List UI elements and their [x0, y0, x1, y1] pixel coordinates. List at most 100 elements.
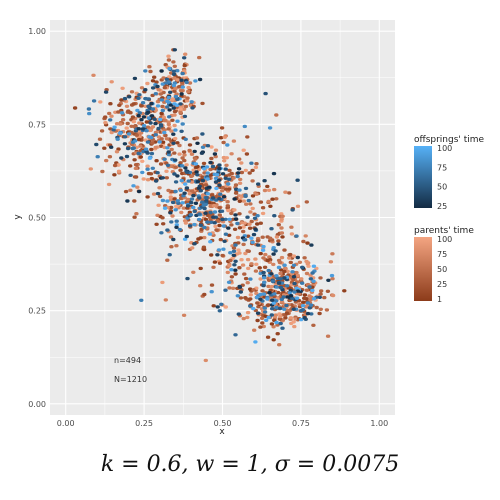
parent-point — [124, 104, 130, 109]
parent-point — [180, 156, 185, 160]
legend-parents-tick: 25 — [437, 280, 447, 289]
parent-point — [224, 163, 229, 167]
parent-point — [279, 300, 285, 304]
offspring-point — [184, 170, 190, 174]
parent-point — [276, 258, 282, 263]
offspring-point — [220, 217, 225, 222]
parent-point — [217, 213, 222, 217]
parent-point — [267, 255, 272, 259]
offspring-point — [143, 88, 148, 92]
y-tick-label: 0.00 — [28, 400, 46, 409]
parent-point — [172, 151, 177, 155]
offspring-point — [146, 116, 152, 120]
parent-point — [244, 202, 249, 206]
parent-point — [223, 187, 229, 191]
offspring-point — [179, 78, 184, 82]
offspring-point — [122, 142, 128, 146]
offspring-point — [292, 281, 297, 286]
offspring-point — [171, 141, 176, 145]
parent-point — [157, 194, 163, 199]
offspring-point — [219, 209, 225, 213]
offspring-point — [125, 146, 131, 151]
parent-point — [141, 177, 146, 181]
parent-point — [183, 221, 188, 225]
parent-point — [125, 121, 130, 126]
parent-point — [163, 298, 168, 302]
offspring-point — [251, 232, 257, 237]
offspring-point — [141, 149, 146, 154]
parent-point — [213, 224, 218, 229]
offspring-point — [253, 340, 258, 344]
offspring-point — [202, 225, 207, 230]
offspring-point — [175, 69, 180, 73]
offspring-point — [145, 140, 151, 144]
offspring-point — [183, 166, 188, 170]
offspring-point — [159, 98, 164, 102]
parent-point — [301, 300, 306, 304]
parent-point — [239, 170, 245, 175]
offspring-point — [147, 156, 153, 160]
parent-point — [266, 284, 271, 289]
offspring-point — [182, 237, 188, 241]
offspring-point — [162, 130, 167, 135]
offspring-point — [295, 255, 300, 260]
offspring-point — [237, 285, 243, 289]
parent-point — [143, 104, 148, 109]
parent-point — [182, 153, 187, 157]
parent-point — [172, 113, 177, 117]
offspring-point — [236, 171, 241, 175]
offspring-point — [248, 304, 253, 308]
offspring-point — [149, 114, 155, 118]
offspring-point — [197, 77, 203, 82]
offspring-point — [262, 310, 268, 314]
offspring-point — [209, 290, 214, 294]
parent-point — [114, 122, 120, 126]
offspring-point — [171, 72, 177, 77]
offspring-point — [108, 118, 113, 122]
legend-offspring-tick: 75 — [437, 163, 447, 172]
offspring-point — [117, 131, 123, 135]
parent-point — [147, 65, 152, 69]
parent-point — [233, 183, 239, 187]
offspring-point — [270, 279, 276, 283]
offspring-point — [300, 265, 305, 269]
parent-point — [241, 225, 246, 229]
offspring-point — [124, 154, 130, 159]
offspring-point — [255, 311, 261, 315]
offspring-point — [258, 292, 263, 297]
parent-point — [211, 203, 217, 208]
parent-point — [148, 69, 153, 74]
parent-point — [217, 261, 223, 265]
offspring-point — [136, 114, 141, 118]
offspring-point — [160, 82, 165, 86]
offspring-point — [182, 114, 188, 119]
offspring-point — [137, 111, 142, 115]
offspring-point — [146, 110, 151, 115]
parent-point — [97, 137, 103, 141]
offspring-point — [284, 303, 289, 308]
offspring-point — [217, 163, 222, 167]
parent-point — [164, 176, 169, 180]
offspring-point — [200, 178, 206, 183]
offspring-point — [195, 180, 200, 184]
offspring-point — [194, 170, 199, 174]
offspring-point — [217, 197, 222, 201]
offspring-point — [201, 203, 206, 207]
offspring-point — [221, 195, 227, 199]
parent-point — [218, 237, 223, 242]
offspring-point — [227, 217, 232, 221]
offspring-point — [95, 155, 100, 159]
parent-point — [159, 137, 164, 141]
offspring-point — [243, 193, 248, 197]
parent-point — [255, 222, 260, 226]
parent-point — [151, 192, 157, 196]
parent-point — [213, 148, 219, 152]
scatter-chart: 0.00 0.25 0.50 0.75 1.00 0.00 0.25 0.50 0.75 1.00… — [13, 20, 485, 437]
offspring-point — [135, 108, 140, 113]
parent-point — [178, 168, 183, 172]
offspring-point — [255, 214, 260, 218]
offspring-point — [214, 198, 219, 202]
offspring-point — [300, 281, 305, 285]
legend-parents-tick: 1 — [437, 295, 442, 304]
parent-point — [139, 86, 145, 90]
